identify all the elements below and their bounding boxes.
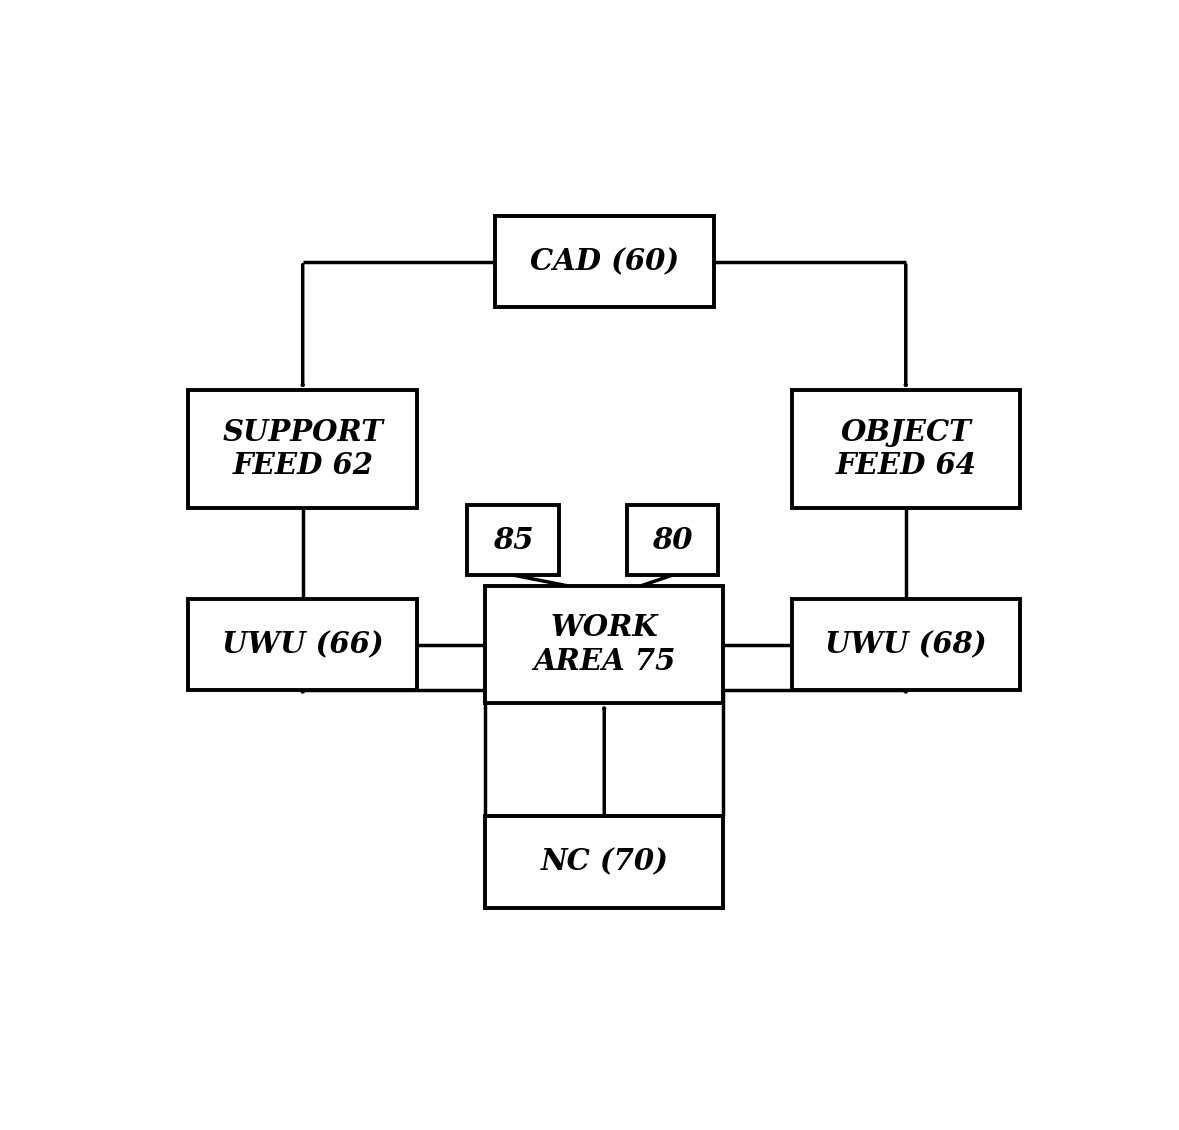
FancyBboxPatch shape: [486, 817, 723, 907]
FancyBboxPatch shape: [467, 505, 559, 575]
FancyBboxPatch shape: [627, 505, 718, 575]
FancyBboxPatch shape: [189, 390, 417, 507]
Text: CAD (60): CAD (60): [529, 247, 679, 276]
FancyBboxPatch shape: [791, 599, 1020, 690]
Text: UWU (68): UWU (68): [825, 631, 987, 659]
FancyBboxPatch shape: [189, 599, 417, 690]
Text: WORK
AREA 75: WORK AREA 75: [533, 614, 676, 676]
Text: SUPPORT
FEED 62: SUPPORT FEED 62: [223, 418, 383, 480]
Text: OBJECT
FEED 64: OBJECT FEED 64: [835, 418, 976, 480]
Text: 80: 80: [652, 525, 693, 555]
Text: UWU (66): UWU (66): [222, 631, 383, 659]
FancyBboxPatch shape: [791, 390, 1020, 507]
Text: NC (70): NC (70): [540, 848, 668, 877]
FancyBboxPatch shape: [495, 216, 714, 307]
Text: 85: 85: [493, 525, 533, 555]
FancyBboxPatch shape: [486, 585, 723, 703]
